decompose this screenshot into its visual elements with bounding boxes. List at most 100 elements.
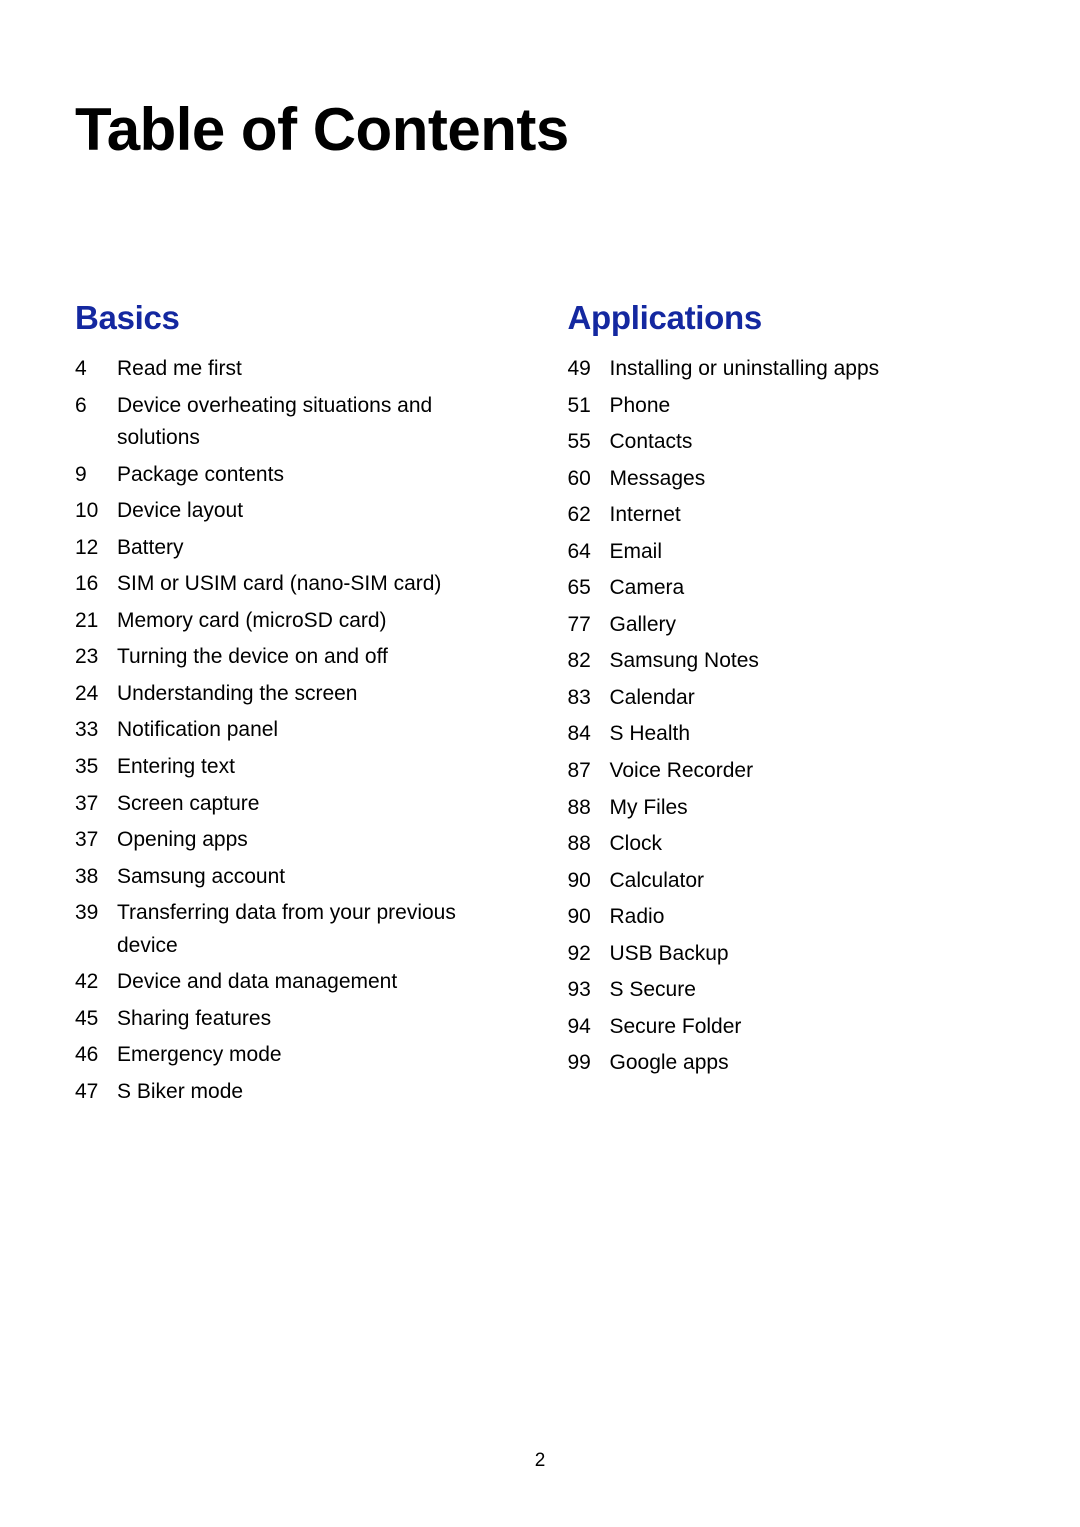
toc-item[interactable]: 60Messages xyxy=(568,463,1006,496)
toc-item[interactable]: 49Installing or uninstalling apps xyxy=(568,353,1006,386)
toc-item[interactable]: 62Internet xyxy=(568,499,1006,532)
toc-item[interactable]: 82Samsung Notes xyxy=(568,645,1006,678)
toc-label: Messages xyxy=(610,463,1006,496)
toc-item[interactable]: 45Sharing features xyxy=(75,1003,513,1036)
toc-label: Battery xyxy=(117,532,513,565)
toc-label: Understanding the screen xyxy=(117,678,513,711)
toc-item[interactable]: 21Memory card (microSD card) xyxy=(75,605,513,638)
toc-page: 64 xyxy=(568,536,610,569)
toc-item[interactable]: 94Secure Folder xyxy=(568,1011,1006,1044)
toc-item[interactable]: 33Notification panel xyxy=(75,714,513,747)
toc-label: Sharing features xyxy=(117,1003,513,1036)
toc-item[interactable]: 37Screen capture xyxy=(75,788,513,821)
toc-page: 10 xyxy=(75,495,117,528)
toc-columns: Basics 4Read me first 6Device overheatin… xyxy=(75,299,1005,1112)
toc-page: 4 xyxy=(75,353,117,386)
toc-item[interactable]: 87Voice Recorder xyxy=(568,755,1006,788)
toc-page: 90 xyxy=(568,865,610,898)
toc-item[interactable]: 6Device overheating situations and solut… xyxy=(75,390,513,455)
toc-page: 45 xyxy=(75,1003,117,1036)
toc-label: Radio xyxy=(610,901,1006,934)
toc-label: Emergency mode xyxy=(117,1039,513,1072)
toc-item[interactable]: 16SIM or USIM card (nano-SIM card) xyxy=(75,568,513,601)
toc-page: 94 xyxy=(568,1011,610,1044)
toc-item[interactable]: 46Emergency mode xyxy=(75,1039,513,1072)
toc-label: USB Backup xyxy=(610,938,1006,971)
toc-item[interactable]: 35Entering text xyxy=(75,751,513,784)
toc-label: Samsung Notes xyxy=(610,645,1006,678)
toc-label: Transferring data from your previous dev… xyxy=(117,897,513,962)
toc-label: Device layout xyxy=(117,495,513,528)
page-number: 2 xyxy=(535,1450,546,1472)
toc-page: 37 xyxy=(75,788,117,821)
section-title-basics[interactable]: Basics xyxy=(75,299,513,337)
toc-page: 12 xyxy=(75,532,117,565)
toc-item[interactable]: 88Clock xyxy=(568,828,1006,861)
toc-label: Samsung account xyxy=(117,861,513,894)
toc-item[interactable]: 23Turning the device on and off xyxy=(75,641,513,674)
toc-item[interactable]: 77Gallery xyxy=(568,609,1006,642)
toc-page: 84 xyxy=(568,718,610,751)
toc-page: 21 xyxy=(75,605,117,638)
toc-item[interactable]: 83Calendar xyxy=(568,682,1006,715)
toc-label: Contacts xyxy=(610,426,1006,459)
toc-page: 93 xyxy=(568,974,610,1007)
toc-page: 16 xyxy=(75,568,117,601)
toc-item[interactable]: 12Battery xyxy=(75,532,513,565)
toc-item[interactable]: 99Google apps xyxy=(568,1047,1006,1080)
section-title-applications[interactable]: Applications xyxy=(568,299,1006,337)
toc-page: 51 xyxy=(568,390,610,423)
toc-item[interactable]: 51Phone xyxy=(568,390,1006,423)
toc-label: Package contents xyxy=(117,459,513,492)
toc-page: 37 xyxy=(75,824,117,857)
toc-page: 60 xyxy=(568,463,610,496)
toc-item[interactable]: 65Camera xyxy=(568,572,1006,605)
toc-page: 99 xyxy=(568,1047,610,1080)
toc-page: 90 xyxy=(568,901,610,934)
toc-page: 9 xyxy=(75,459,117,492)
toc-label: Secure Folder xyxy=(610,1011,1006,1044)
toc-item[interactable]: 93S Secure xyxy=(568,974,1006,1007)
toc-item[interactable]: 24Understanding the screen xyxy=(75,678,513,711)
toc-page: 88 xyxy=(568,828,610,861)
toc-page: 77 xyxy=(568,609,610,642)
toc-page: 24 xyxy=(75,678,117,711)
toc-item[interactable]: 10Device layout xyxy=(75,495,513,528)
toc-item[interactable]: 55Contacts xyxy=(568,426,1006,459)
toc-item[interactable]: 92USB Backup xyxy=(568,938,1006,971)
toc-label: Installing or uninstalling apps xyxy=(610,353,1006,386)
toc-label: Device overheating situations and soluti… xyxy=(117,390,513,455)
toc-page: 83 xyxy=(568,682,610,715)
toc-label: Opening apps xyxy=(117,824,513,857)
toc-label: Calendar xyxy=(610,682,1006,715)
toc-list-basics: 4Read me first 6Device overheating situa… xyxy=(75,353,513,1108)
toc-item[interactable]: 4Read me first xyxy=(75,353,513,386)
toc-label: Calculator xyxy=(610,865,1006,898)
toc-item[interactable]: 64Email xyxy=(568,536,1006,569)
toc-page: 55 xyxy=(568,426,610,459)
toc-item[interactable]: 84S Health xyxy=(568,718,1006,751)
toc-item[interactable]: 88My Files xyxy=(568,792,1006,825)
toc-item[interactable]: 9Package contents xyxy=(75,459,513,492)
toc-label: S Secure xyxy=(610,974,1006,1007)
toc-item[interactable]: 47S Biker mode xyxy=(75,1076,513,1109)
toc-page: 46 xyxy=(75,1039,117,1072)
toc-item[interactable]: 38Samsung account xyxy=(75,861,513,894)
toc-page: 35 xyxy=(75,751,117,784)
toc-label: Internet xyxy=(610,499,1006,532)
column-applications: Applications 49Installing or uninstallin… xyxy=(568,299,1006,1112)
toc-page: 92 xyxy=(568,938,610,971)
toc-item[interactable]: 39Transferring data from your previous d… xyxy=(75,897,513,962)
toc-label: Screen capture xyxy=(117,788,513,821)
toc-page: 38 xyxy=(75,861,117,894)
toc-item[interactable]: 37Opening apps xyxy=(75,824,513,857)
column-basics: Basics 4Read me first 6Device overheatin… xyxy=(75,299,513,1112)
toc-label: Notification panel xyxy=(117,714,513,747)
toc-label: Turning the device on and off xyxy=(117,641,513,674)
toc-label: Entering text xyxy=(117,751,513,784)
toc-item[interactable]: 90Radio xyxy=(568,901,1006,934)
toc-page: 42 xyxy=(75,966,117,999)
toc-item[interactable]: 42Device and data management xyxy=(75,966,513,999)
toc-item[interactable]: 90Calculator xyxy=(568,865,1006,898)
toc-label: Camera xyxy=(610,572,1006,605)
